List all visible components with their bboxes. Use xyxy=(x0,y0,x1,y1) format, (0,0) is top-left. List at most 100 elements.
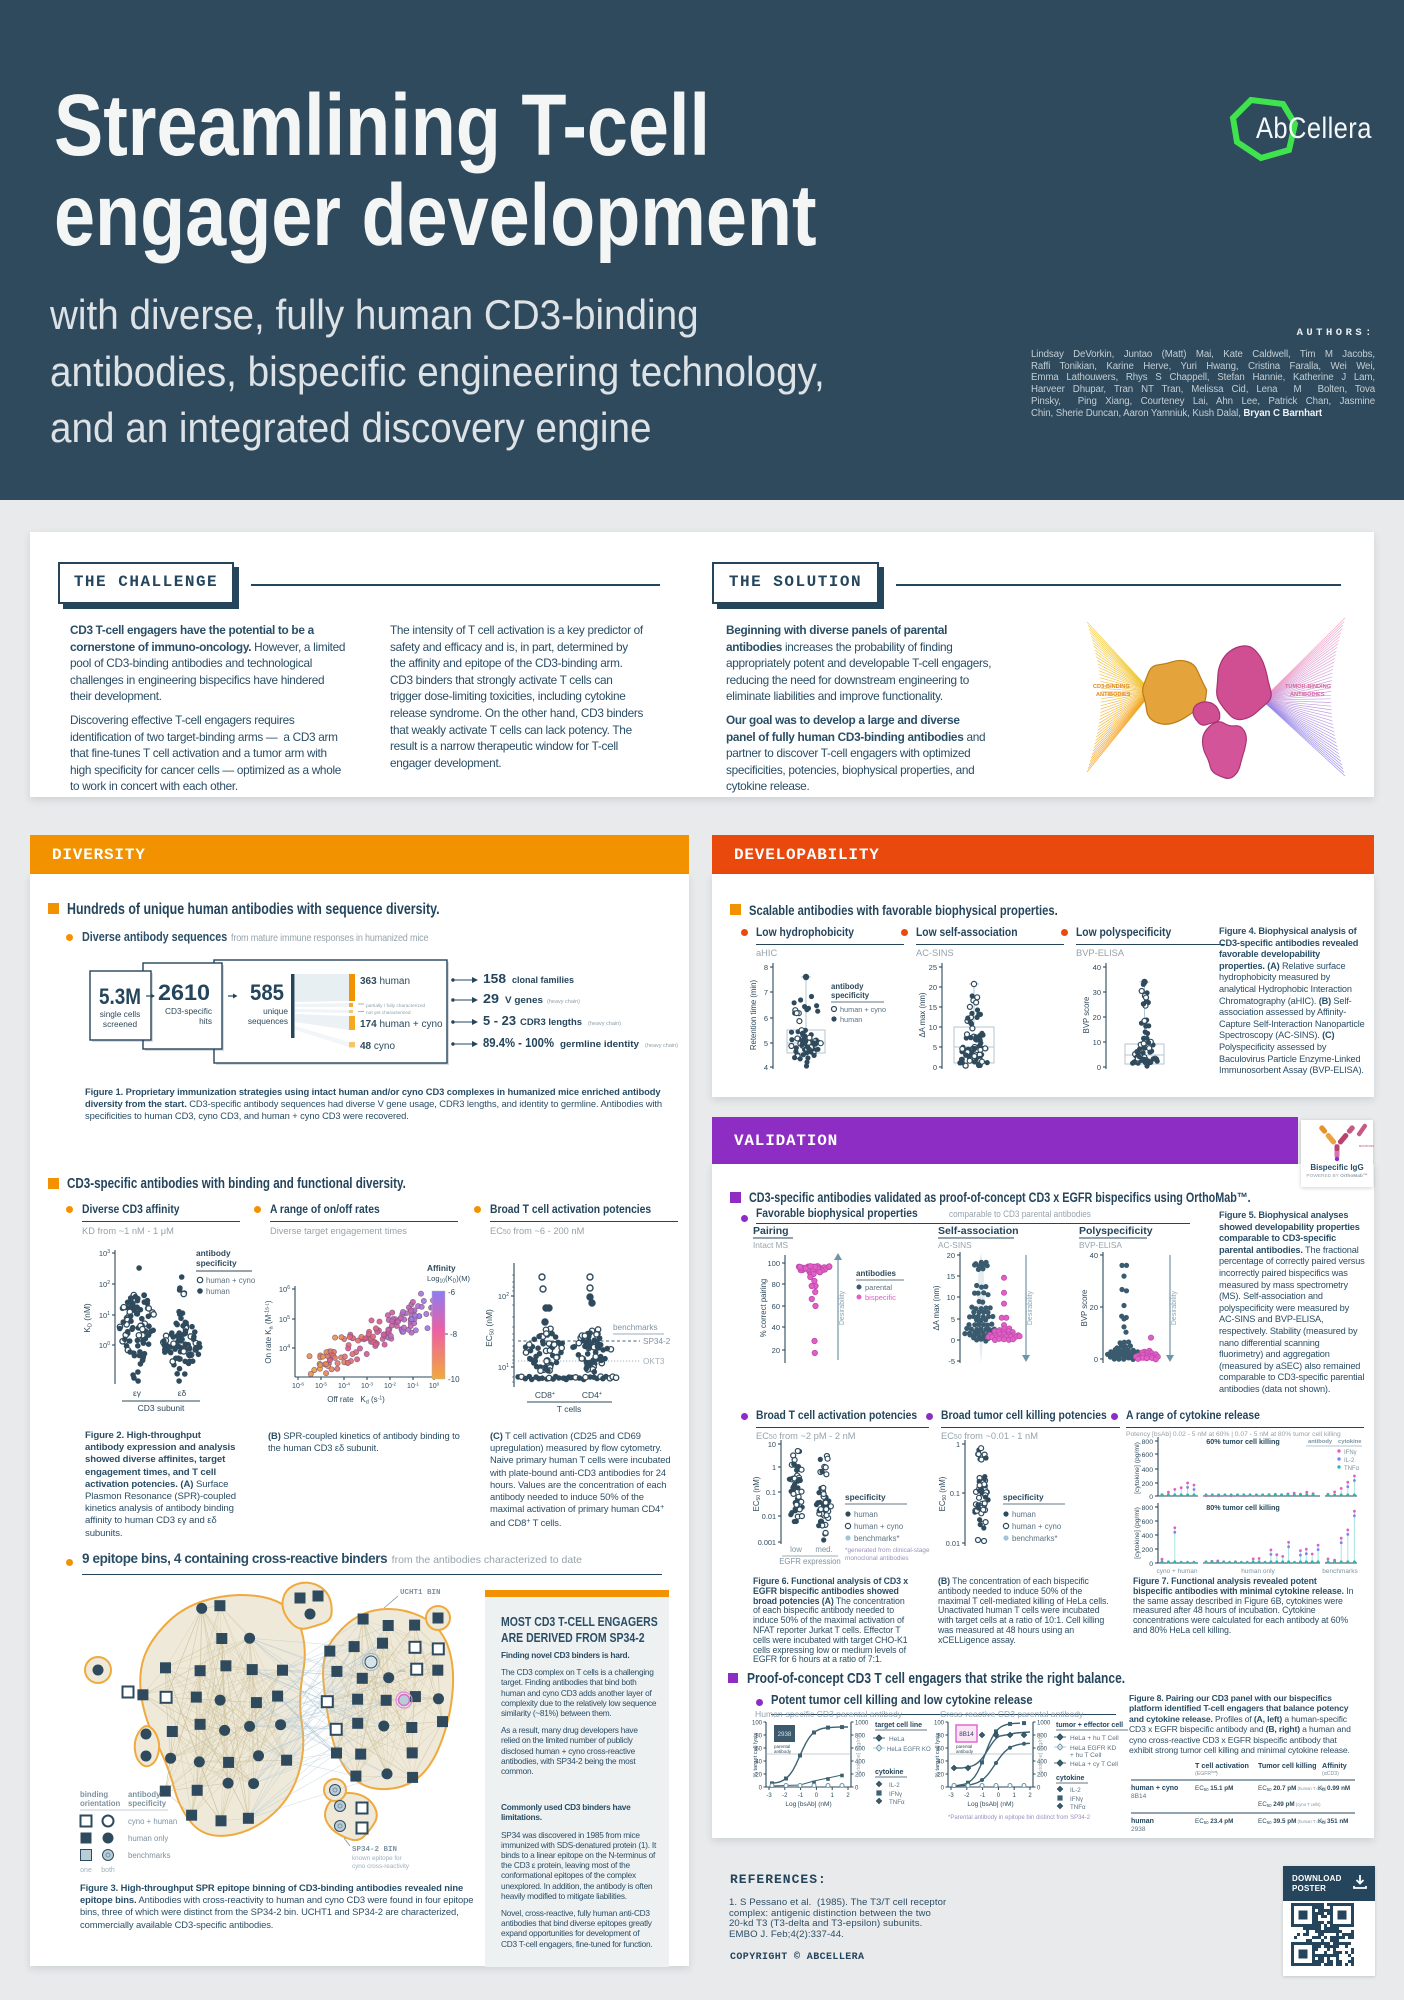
svg-text:Desirability: Desirability xyxy=(1171,1290,1178,1325)
svg-text:0: 0 xyxy=(759,1786,763,1792)
svg-text:T cell activation: T cell activation xyxy=(1195,1761,1249,1770)
svg-text:100: 100 xyxy=(752,1721,763,1727)
svg-text:*Parental antibody in epitope: *Parental antibody in epitope bin distin… xyxy=(948,1815,1091,1821)
svg-text:SP34-2: SP34-2 xyxy=(643,1337,671,1346)
svg-text:Desirability: Desirability xyxy=(1027,1290,1034,1325)
svg-text:102: 102 xyxy=(498,1292,509,1301)
svg-text:89.4% - 100%: 89.4% - 100% xyxy=(483,1036,554,1050)
svg-text:ΔA max (nm): ΔA max (nm) xyxy=(918,992,927,1037)
svg-text:CD3-BINDING: CD3-BINDING xyxy=(1093,684,1130,690)
svg-text:100: 100 xyxy=(934,1721,945,1727)
svg-text:30: 30 xyxy=(1093,988,1101,997)
svg-text:0: 0 xyxy=(997,1793,1001,1799)
svg-text:0.01: 0.01 xyxy=(762,1512,776,1521)
svg-text:both: both xyxy=(101,1867,115,1874)
svg-text:(αCD3): (αCD3) xyxy=(1322,1771,1339,1777)
svg-text:V genes: V genes xyxy=(505,995,543,1006)
svg-text:IFNγ: IFNγ xyxy=(1344,1450,1357,1456)
svg-text:specificity: specificity xyxy=(1003,1492,1044,1502)
svg-text:benchmarks: benchmarks xyxy=(613,1323,658,1332)
svg-text:[cytokine] (pg/ml): [cytokine] (pg/ml) xyxy=(856,1733,862,1777)
svg-text:(heavy chain): (heavy chain) xyxy=(588,1021,621,1027)
svg-text:antibody: antibody xyxy=(128,1790,161,1799)
svg-text:-2: -2 xyxy=(782,1793,788,1799)
svg-text:target cell line: target cell line xyxy=(875,1722,922,1729)
svg-text:25: 25 xyxy=(929,963,937,972)
svg-text:Polyspecificity: Polyspecificity xyxy=(1079,1225,1153,1237)
svg-text:% correct pairing: % correct pairing xyxy=(759,1279,768,1338)
svg-text:UCHT1 BIN: UCHT1 BIN xyxy=(400,1589,441,1597)
svg-text:KD 351 nM: KD 351 nM xyxy=(1318,1818,1348,1825)
svg-text:600: 600 xyxy=(855,1747,866,1753)
svg-text:400: 400 xyxy=(855,1760,866,1766)
svg-text:20: 20 xyxy=(755,1773,762,1779)
svg-text:10-1: 10-1 xyxy=(407,1382,419,1391)
svg-text:106: 106 xyxy=(279,1285,290,1294)
svg-text:% target cell lysis: % target cell lysis xyxy=(935,1733,941,1778)
svg-text:0.001: 0.001 xyxy=(758,1538,776,1547)
svg-text:specificity: specificity xyxy=(845,1492,886,1502)
svg-text:EC50 249 pM (cyno T cells): EC50 249 pM (cyno T cells) xyxy=(1258,1801,1321,1808)
svg-text:monoclonal antibodies: monoclonal antibodies xyxy=(845,1555,909,1562)
svg-text:20: 20 xyxy=(937,1773,944,1779)
svg-text:Affinity: Affinity xyxy=(1322,1761,1347,1770)
svg-text:-1: -1 xyxy=(980,1793,986,1799)
svg-text:cyno + human: cyno + human xyxy=(1156,1568,1197,1575)
svg-text:CD3 subunit: CD3 subunit xyxy=(138,1403,185,1413)
svg-text:): ) xyxy=(1216,1771,1218,1777)
svg-text:Log10(KD)(M): Log10(KD)(M) xyxy=(427,1274,470,1285)
svg-text:EC50 23.4 pM: EC50 23.4 pM xyxy=(1195,1818,1233,1825)
svg-text:low: low xyxy=(790,1545,802,1554)
svg-text:60: 60 xyxy=(755,1747,762,1753)
svg-text:105: 105 xyxy=(279,1315,290,1324)
svg-text:100: 100 xyxy=(767,1259,780,1268)
svg-text:benchmarks*: benchmarks* xyxy=(1012,1534,1058,1543)
svg-text:Intact MS: Intact MS xyxy=(753,1240,789,1250)
svg-text:[cytokine] (pg/ml): [cytokine] (pg/ml) xyxy=(1134,1507,1141,1559)
svg-text:8: 8 xyxy=(764,963,768,972)
svg-text:εγ: εγ xyxy=(133,1388,142,1398)
svg-text:bispecific: bispecific xyxy=(865,1293,896,1302)
svg-text:ΔA max (nm): ΔA max (nm) xyxy=(932,1285,941,1330)
svg-text:HeLa + hu T Cell: HeLa + hu T Cell xyxy=(1070,1735,1119,1742)
svg-text:200: 200 xyxy=(855,1773,866,1779)
svg-text:2: 2 xyxy=(1028,1793,1032,1799)
svg-text:5: 5 xyxy=(951,1315,955,1324)
svg-text:On rate Ka (M-1s-1): On rate Ka (M-1s-1) xyxy=(264,1300,275,1364)
svg-text:200: 200 xyxy=(1037,1773,1048,1779)
svg-text:CD3-specific: CD3-specific xyxy=(165,1006,212,1016)
svg-text:0: 0 xyxy=(1094,1355,1098,1364)
svg-text:human + cyno: human + cyno xyxy=(1131,1785,1178,1792)
svg-text:[cytokine] (pg/ml): [cytokine] (pg/ml) xyxy=(1038,1733,1044,1777)
svg-text:Off rate Kd (s-1): Off rate Kd (s-1) xyxy=(327,1395,385,1406)
svg-text:1: 1 xyxy=(831,1793,835,1799)
svg-text:human only: human only xyxy=(128,1834,168,1843)
svg-text:EC50 (nM): EC50 (nM) xyxy=(938,1476,948,1511)
svg-text:HeLa EGFR KD: HeLa EGFR KD xyxy=(1070,1745,1117,1752)
svg-text:HeLa: HeLa xyxy=(889,1736,905,1743)
svg-text:human + cyno: human + cyno xyxy=(854,1522,904,1531)
svg-text:10-5: 10-5 xyxy=(315,1382,327,1391)
svg-text:20: 20 xyxy=(1090,1303,1098,1312)
svg-text:40: 40 xyxy=(772,1323,780,1332)
svg-text:EC50 (nM): EC50 (nM) xyxy=(752,1476,762,1511)
svg-text:800: 800 xyxy=(1037,1734,1048,1740)
svg-text:benchmarks: benchmarks xyxy=(128,1851,171,1860)
svg-text:5: 5 xyxy=(764,1039,768,1048)
svg-text:EC50 20.7 pM (human T cells): EC50 20.7 pM (human T cells) xyxy=(1258,1785,1327,1792)
svg-text:10-4: 10-4 xyxy=(338,1382,350,1391)
svg-text:600: 600 xyxy=(1142,1452,1154,1459)
svg-text:antibody: antibody xyxy=(956,1749,974,1754)
svg-text:101: 101 xyxy=(498,1363,509,1372)
svg-text:specificity: specificity xyxy=(128,1799,167,1808)
svg-text:IL-2: IL-2 xyxy=(1344,1458,1355,1464)
svg-text:800: 800 xyxy=(855,1734,866,1740)
svg-text:TNFα: TNFα xyxy=(1070,1804,1086,1811)
svg-text:EC50 15.1 pM: EC50 15.1 pM xyxy=(1195,1785,1233,1792)
svg-text:[cytokine] (pg/ml): [cytokine] (pg/ml) xyxy=(1134,1442,1141,1494)
svg-text:10-6: 10-6 xyxy=(292,1382,304,1391)
svg-text:20: 20 xyxy=(947,1251,955,1260)
svg-text:screened: screened xyxy=(103,1019,138,1029)
svg-text:single cells: single cells xyxy=(100,1009,141,1019)
svg-text:60% tumor cell killing: 60% tumor cell killing xyxy=(1206,1437,1280,1446)
